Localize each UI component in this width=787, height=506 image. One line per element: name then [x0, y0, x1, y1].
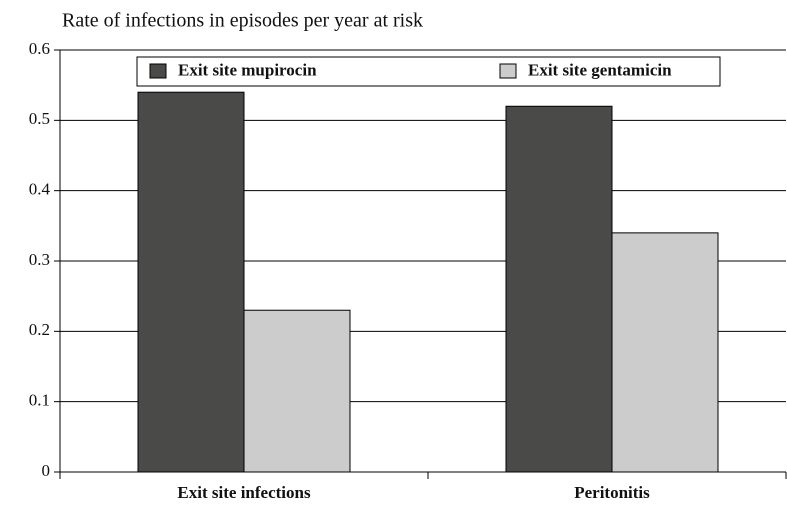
bar: [611, 232, 719, 473]
x-tick-label: Exit site infections: [177, 483, 311, 502]
legend-box: [136, 56, 721, 87]
legend-label: Exit site mupirocin: [178, 60, 317, 79]
y-tick-label: 0.5: [29, 109, 50, 128]
y-tick-label: 0.1: [29, 391, 50, 410]
legend-swatch: [499, 63, 517, 79]
chart-title: Rate of infections in episodes per year …: [62, 10, 423, 32]
y-tick-label: 0.4: [29, 180, 51, 199]
legend-label: Exit site gentamicin: [528, 60, 672, 79]
bar: [137, 91, 245, 473]
legend-swatch: [149, 63, 167, 79]
y-tick-label: 0.3: [29, 250, 50, 269]
y-tick-label: 0.2: [29, 320, 50, 339]
bar: [243, 309, 351, 473]
y-tick-label: 0: [42, 461, 51, 480]
x-tick-label: Peritonitis: [574, 483, 650, 502]
y-tick-label: 0.6: [29, 39, 50, 58]
bar: [505, 105, 613, 473]
